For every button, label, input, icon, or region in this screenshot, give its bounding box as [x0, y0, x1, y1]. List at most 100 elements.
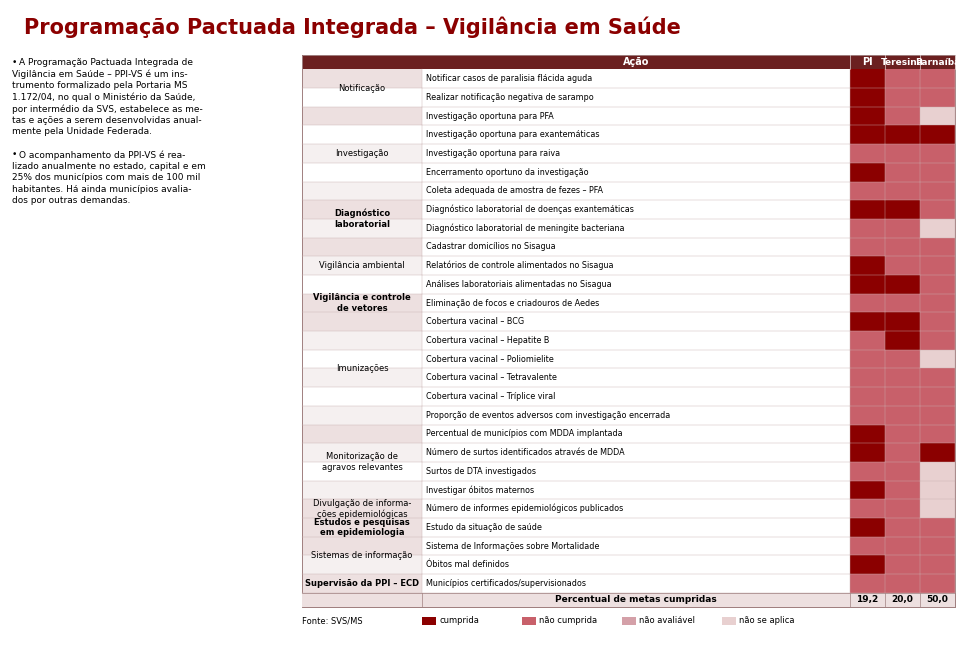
Bar [920, 163, 955, 181]
Bar [422, 425, 850, 444]
Text: não cumprida: não cumprida [539, 617, 597, 625]
Bar [850, 144, 885, 163]
Bar [422, 350, 850, 368]
Bar [920, 88, 955, 107]
Bar [885, 256, 920, 275]
Bar [422, 499, 850, 518]
Bar [302, 518, 422, 537]
Bar [422, 617, 436, 625]
Bar [885, 425, 920, 444]
Text: Estudos e pesquisas
em epidemiologia: Estudos e pesquisas em epidemiologia [314, 518, 410, 537]
Bar [422, 313, 850, 331]
Bar [885, 219, 920, 238]
Text: 19,2: 19,2 [856, 595, 878, 605]
Bar [920, 518, 955, 537]
Bar [850, 238, 885, 256]
Text: Ação: Ação [623, 57, 649, 67]
Bar [302, 107, 955, 125]
Bar [885, 144, 920, 163]
Bar [422, 444, 850, 462]
Bar [302, 107, 422, 200]
Text: 20,0: 20,0 [892, 595, 913, 605]
Text: Investigar óbitos maternos: Investigar óbitos maternos [426, 485, 534, 495]
Bar [850, 200, 885, 219]
Bar [422, 574, 850, 592]
Text: Percentual de metas cumpridas: Percentual de metas cumpridas [555, 595, 717, 605]
Text: Supervisão da PPI – ECD: Supervisão da PPI – ECD [305, 579, 420, 588]
Bar [850, 107, 885, 125]
Bar [885, 480, 920, 499]
Bar [302, 55, 955, 607]
Bar [850, 88, 885, 107]
Bar [920, 331, 955, 350]
Bar [302, 88, 955, 107]
Bar [302, 480, 955, 499]
Bar [850, 219, 885, 238]
Text: Surtos de DTA investigados: Surtos de DTA investigados [426, 467, 536, 476]
Bar [885, 107, 920, 125]
Bar [422, 368, 850, 387]
Bar [850, 163, 885, 181]
Bar [885, 88, 920, 107]
Text: Diagnóstico
laboratorial: Diagnóstico laboratorial [334, 209, 390, 229]
Bar [920, 238, 955, 256]
Bar [422, 144, 850, 163]
Bar [422, 88, 850, 107]
Bar [850, 294, 885, 313]
Bar [302, 425, 955, 444]
Text: Cobertura vacinal – Poliomielite: Cobertura vacinal – Poliomielite [426, 354, 554, 364]
Text: Fonte: SVS/MS: Fonte: SVS/MS [302, 617, 363, 625]
Text: Monitorização de
agravos relevantes: Monitorização de agravos relevantes [322, 452, 402, 472]
Bar [850, 556, 885, 574]
Bar [885, 462, 920, 480]
Text: tas e ações a serem desenvolvidas anual-: tas e ações a serem desenvolvidas anual- [12, 116, 202, 125]
Text: Notificar casos de paralisia flácida aguda: Notificar casos de paralisia flácida agu… [426, 74, 592, 83]
Bar [850, 368, 885, 387]
Bar [920, 181, 955, 200]
Text: Investigação oportuna para PFA: Investigação oportuna para PFA [426, 111, 554, 121]
Bar [885, 574, 920, 592]
Bar [422, 181, 850, 200]
Text: 25% dos municípios com mais de 100 mil: 25% dos municípios com mais de 100 mil [12, 173, 201, 183]
Bar [422, 163, 850, 181]
Bar [302, 499, 422, 518]
Bar [885, 238, 920, 256]
Bar [302, 592, 955, 607]
Text: por intermédio da SVS, estabelece as me-: por intermédio da SVS, estabelece as me- [12, 104, 203, 114]
Text: Programação Pactuada Integrada – Vigilância em Saúde: Programação Pactuada Integrada – Vigilân… [24, 17, 681, 38]
Text: Proporção de eventos adversos com investigação encerrada: Proporção de eventos adversos com invest… [426, 411, 670, 419]
Bar [920, 313, 955, 331]
Bar [302, 238, 955, 256]
Bar [885, 163, 920, 181]
Text: Imunizações: Imunizações [336, 364, 388, 373]
Bar [302, 462, 955, 480]
Bar [920, 275, 955, 294]
Text: Vigilância em Saúde – PPI-VS é um ins-: Vigilância em Saúde – PPI-VS é um ins- [12, 70, 187, 79]
Text: trumento formalizado pela Portaria MS: trumento formalizado pela Portaria MS [12, 81, 187, 91]
Bar [422, 238, 850, 256]
Bar [885, 387, 920, 406]
Text: Sistema de Informações sobre Mortalidade: Sistema de Informações sobre Mortalidade [426, 541, 599, 551]
Bar [302, 144, 955, 163]
Bar [850, 125, 885, 144]
Bar [422, 107, 850, 125]
Text: Notificação: Notificação [339, 83, 386, 93]
Bar [850, 480, 885, 499]
Bar [302, 275, 955, 294]
Text: Número de surtos identificados através de MDDA: Número de surtos identificados através d… [426, 448, 625, 457]
Bar [885, 331, 920, 350]
Bar [850, 444, 885, 462]
Bar [885, 275, 920, 294]
Bar [850, 69, 885, 88]
Bar [302, 331, 955, 350]
Text: Teresina: Teresina [881, 58, 924, 67]
Bar [885, 368, 920, 387]
Bar [302, 406, 955, 425]
Text: Diagnóstico laboratorial de meningite bacteriana: Diagnóstico laboratorial de meningite ba… [426, 223, 625, 233]
Text: Cobertura vacinal – Hepatite B: Cobertura vacinal – Hepatite B [426, 336, 549, 345]
Text: não avaliável: não avaliável [639, 617, 695, 625]
Bar [885, 69, 920, 88]
Text: Cobertura vacinal – Tríplice viral: Cobertura vacinal – Tríplice viral [426, 392, 556, 401]
Text: Realizar notificação negativa de sarampo: Realizar notificação negativa de sarampo [426, 93, 593, 102]
Bar [920, 499, 955, 518]
